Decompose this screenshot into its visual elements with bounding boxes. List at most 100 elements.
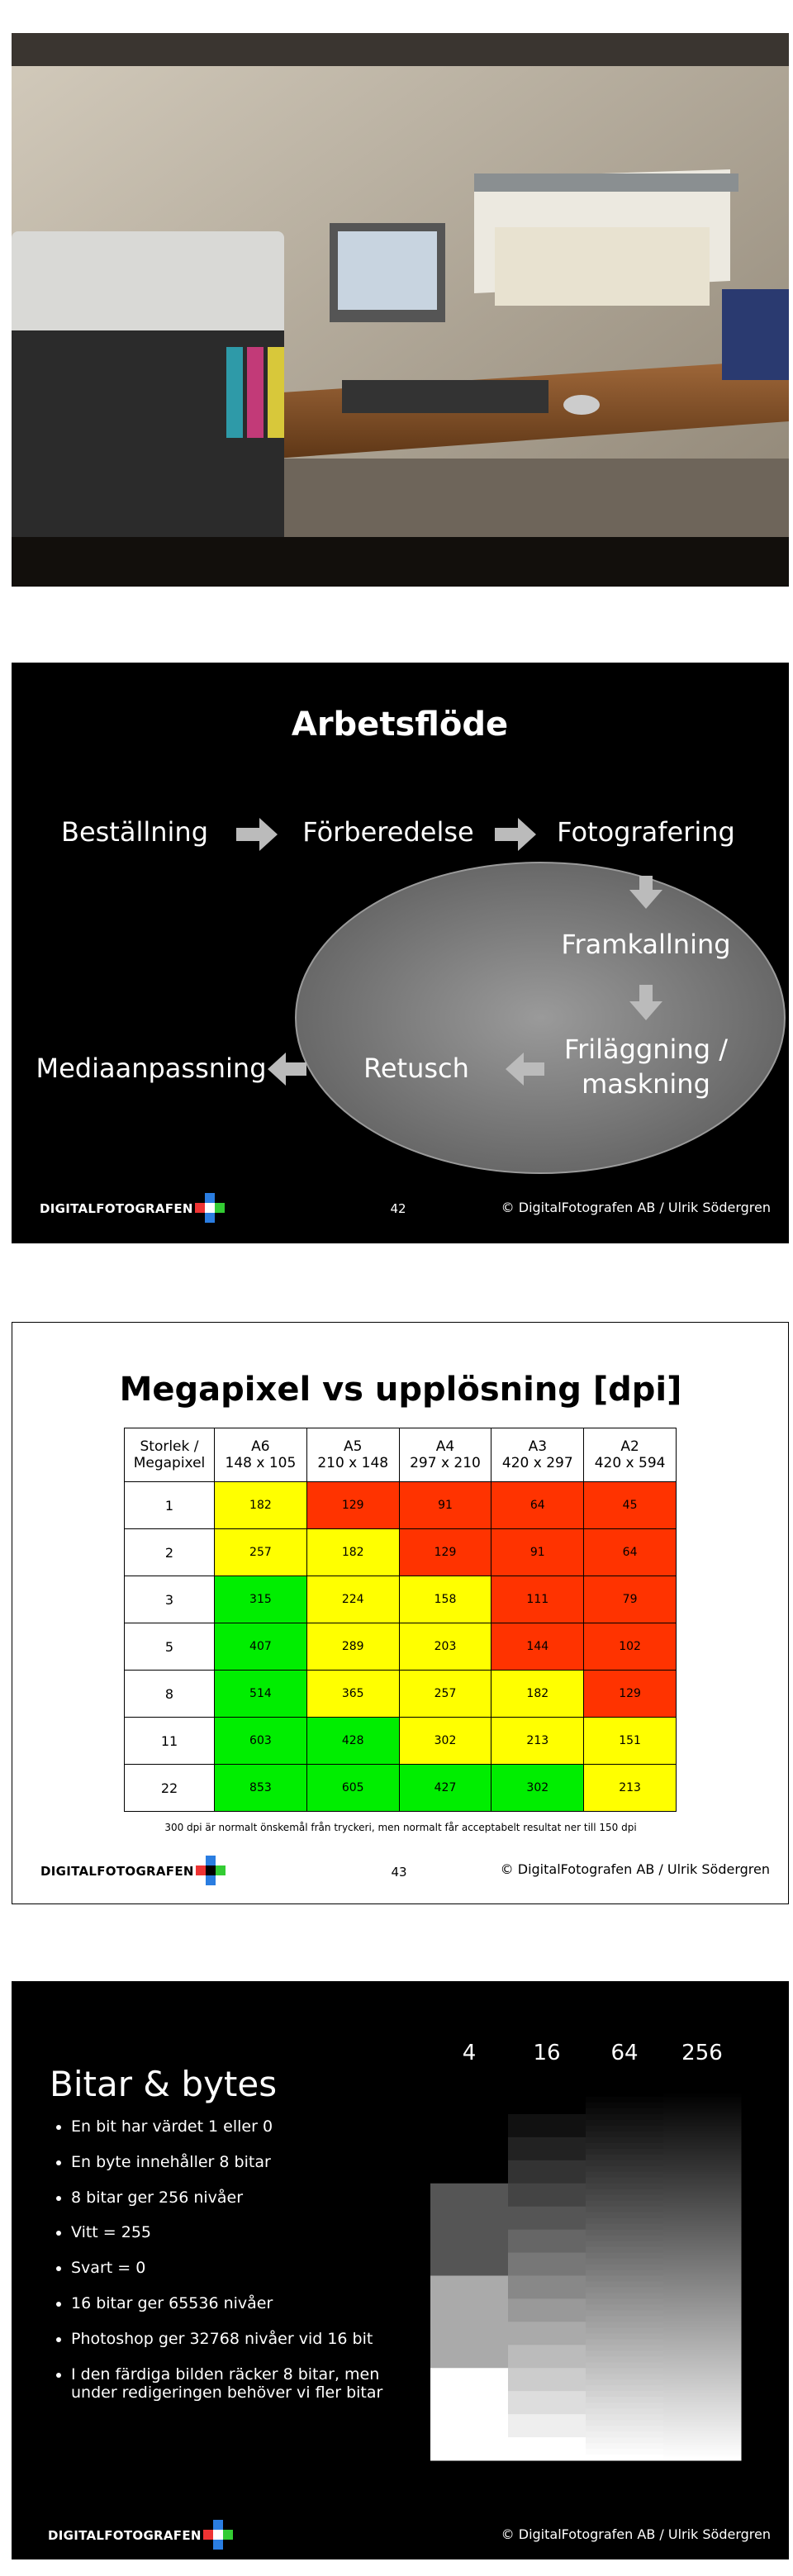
row-label: 11 xyxy=(124,1717,215,1765)
gray-band xyxy=(663,2134,742,2136)
gray-band xyxy=(508,2113,586,2138)
gray-band xyxy=(663,2318,742,2322)
header-cell: A6 148 x 105 xyxy=(214,1428,307,1482)
gray-band xyxy=(663,2455,742,2459)
gray-band xyxy=(663,2310,742,2312)
dpi-cell: 428 xyxy=(306,1717,400,1765)
gray-band xyxy=(663,2101,742,2103)
gray-band xyxy=(586,2350,664,2357)
gray-band xyxy=(663,2182,742,2184)
gray-band xyxy=(663,2440,742,2442)
step: Friläggning / maskning xyxy=(564,1034,728,1100)
gray-band xyxy=(586,2345,664,2351)
gray-band xyxy=(663,2160,742,2163)
gray-band xyxy=(663,2345,742,2347)
gray-band xyxy=(663,2291,742,2293)
gray-band xyxy=(663,2350,742,2353)
gray-band xyxy=(663,2274,742,2276)
gray-band xyxy=(663,2159,742,2161)
gray-band xyxy=(663,2358,742,2360)
size-mm: 420 x 594 xyxy=(594,1455,666,1471)
data-row: 1 182 129 91 64 45 xyxy=(124,1481,677,1529)
gray-band xyxy=(508,2322,586,2345)
gray-band xyxy=(508,2437,586,2461)
gray-band xyxy=(663,2196,742,2198)
gray-band xyxy=(663,2414,742,2417)
gray-band xyxy=(663,2113,742,2117)
gray-band xyxy=(663,2206,742,2208)
dpi-cell: 302 xyxy=(491,1764,585,1812)
logo: DIGITALFOTOGRAFEN xyxy=(40,1864,194,1879)
gray-band xyxy=(663,2421,742,2424)
gray-band xyxy=(663,2283,742,2285)
gray-band xyxy=(663,2261,742,2264)
row-label: 3 xyxy=(124,1576,215,1623)
gray-band xyxy=(663,2147,742,2150)
gray-band xyxy=(663,2225,742,2227)
gray-band xyxy=(586,2252,664,2260)
gray-band xyxy=(663,2362,742,2365)
gray-band xyxy=(663,2306,742,2308)
gray-band xyxy=(663,2130,742,2132)
gray-band xyxy=(586,2414,664,2421)
gray-band xyxy=(663,2304,742,2307)
gray-band xyxy=(663,2177,742,2180)
gray-band xyxy=(663,2245,742,2248)
page-number: 42 xyxy=(390,1201,406,1216)
gray-band xyxy=(663,2154,742,2157)
bullet: Vitt = 255 xyxy=(71,2223,418,2242)
header-cell: A2 420 x 594 xyxy=(583,1428,677,1482)
gray-band xyxy=(508,2252,586,2276)
gray-band xyxy=(663,2314,742,2317)
dpi-cell: 158 xyxy=(398,1576,492,1623)
gray-band xyxy=(663,2356,742,2359)
gray-band xyxy=(663,2124,742,2127)
gray-band xyxy=(586,2408,664,2415)
gray-band xyxy=(663,2169,742,2171)
gray-band xyxy=(663,2411,742,2413)
gray-band xyxy=(663,2193,742,2196)
gray-band xyxy=(663,2312,742,2314)
data-row: 8 514 365 257 182 129 xyxy=(124,1670,677,1718)
gray-band xyxy=(663,2179,742,2181)
gray-band xyxy=(663,2241,742,2243)
gray-band xyxy=(663,2131,742,2134)
gray-band xyxy=(663,2238,742,2241)
gray-band xyxy=(663,2284,742,2287)
gray-band xyxy=(663,2392,742,2395)
gray-band xyxy=(663,2229,742,2231)
gray-band xyxy=(663,2148,742,2151)
gray-band xyxy=(663,2121,742,2123)
gray-band xyxy=(663,2397,742,2399)
gray-band xyxy=(663,2323,742,2326)
gray-band xyxy=(663,2293,742,2295)
gray-band xyxy=(663,2254,742,2256)
gray-band xyxy=(663,2192,742,2194)
gray-band xyxy=(663,2250,742,2254)
gray-band xyxy=(663,2260,742,2262)
gray-band xyxy=(663,2422,742,2425)
gray-band xyxy=(663,2297,742,2299)
dpi-cell: 365 xyxy=(306,1670,400,1718)
gray-band xyxy=(508,2206,586,2231)
gray-band xyxy=(663,2378,742,2380)
dpi-cell: 102 xyxy=(583,1623,677,1671)
gray-band xyxy=(430,2183,509,2276)
dpi-cell: 91 xyxy=(398,1481,492,1529)
dpi-cell: 91 xyxy=(491,1528,585,1576)
gray-band xyxy=(663,2273,742,2275)
gray-band xyxy=(586,2455,664,2461)
gray-band xyxy=(586,2264,664,2271)
gray-band xyxy=(663,2417,742,2419)
gray-band xyxy=(663,2202,742,2204)
dpi-table: Storlek / Megapixel A6 148 x 105 A5 210 x 14… xyxy=(124,1428,677,1812)
gray-band xyxy=(663,2437,742,2440)
gray-band xyxy=(586,2269,664,2276)
gray-band xyxy=(663,2359,742,2362)
data-row: 2 257 182 129 91 64 xyxy=(124,1528,677,1576)
gray-band xyxy=(586,2333,664,2340)
gray-band xyxy=(663,2233,742,2236)
gray-band xyxy=(663,2320,742,2322)
dpi-cell: 182 xyxy=(491,1670,585,1718)
dpi-cell: 79 xyxy=(583,1576,677,1623)
